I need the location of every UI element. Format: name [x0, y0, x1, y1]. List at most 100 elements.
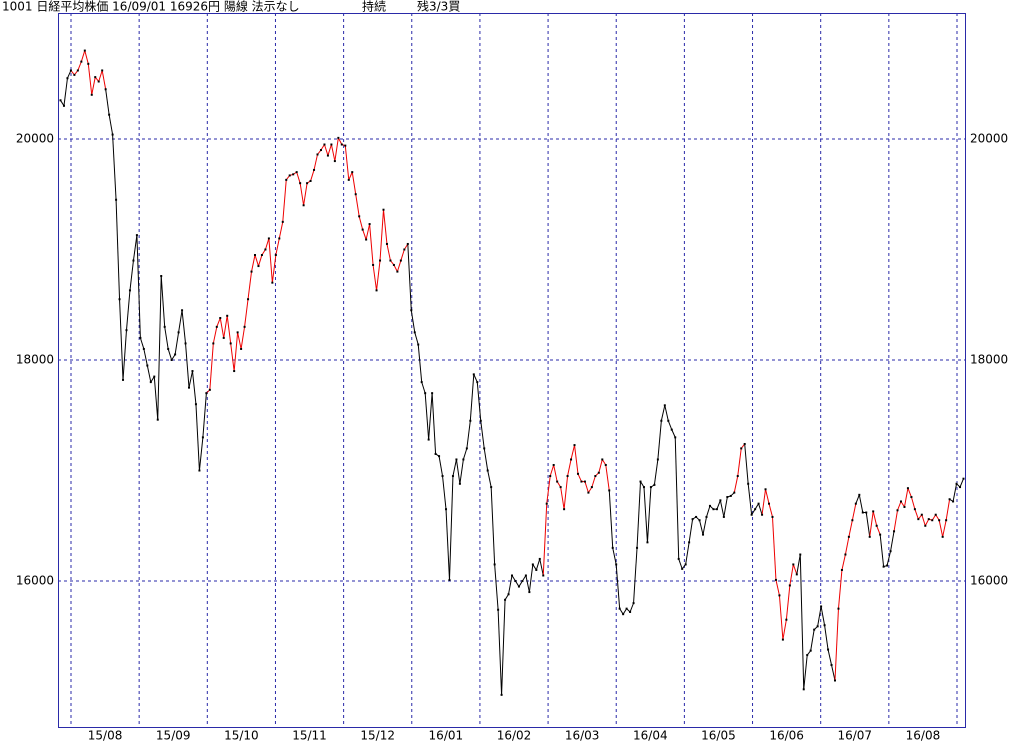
- data-point: [333, 160, 336, 163]
- line-segment: [268, 238, 273, 283]
- data-point: [135, 234, 138, 237]
- data-point: [392, 263, 395, 266]
- data-point: [104, 88, 107, 91]
- data-point: [115, 198, 118, 201]
- line-segment: [789, 564, 794, 586]
- y2-tick-label: 18000: [970, 353, 1008, 367]
- data-point: [118, 298, 121, 301]
- data-point: [264, 248, 267, 251]
- data-point: [781, 638, 784, 641]
- data-point: [639, 480, 642, 483]
- data-point: [712, 508, 715, 511]
- data-point: [163, 325, 166, 328]
- line-segment: [237, 332, 242, 350]
- data-point: [656, 458, 659, 461]
- x-tick-label: 16/04: [633, 729, 668, 743]
- data-point: [820, 605, 823, 608]
- line-segment: [494, 564, 499, 610]
- data-point: [667, 419, 670, 422]
- data-point: [438, 455, 441, 458]
- line-segment: [775, 579, 780, 596]
- line-segment: [466, 420, 471, 449]
- line-segment: [431, 393, 437, 454]
- line-segment: [167, 348, 173, 361]
- line-segment: [459, 459, 464, 484]
- line-segment: [633, 547, 638, 604]
- line-segment: [296, 171, 301, 184]
- line-segment: [365, 223, 371, 240]
- line-segment: [108, 114, 114, 135]
- data-point: [271, 281, 274, 284]
- line-segment: [303, 183, 308, 206]
- data-point: [833, 679, 836, 682]
- line-segment: [299, 183, 305, 206]
- line-segment: [129, 260, 134, 291]
- line-segment: [872, 511, 878, 526]
- x-tick-label: 15/10: [224, 729, 259, 743]
- line-segment: [91, 76, 96, 95]
- line-segment: [584, 481, 589, 493]
- line-segment: [876, 525, 881, 535]
- data-point: [326, 154, 329, 157]
- data-point: [858, 493, 861, 496]
- data-point: [62, 104, 65, 107]
- line-segment: [903, 488, 909, 508]
- data-point: [663, 404, 666, 407]
- data-point: [424, 392, 427, 395]
- data-point: [896, 509, 899, 512]
- line-segment: [202, 393, 207, 438]
- y-tick-label: 18000: [16, 353, 54, 367]
- data-point: [222, 336, 225, 339]
- data-point: [660, 419, 663, 422]
- line-segment: [539, 558, 544, 576]
- line-segment: [653, 459, 659, 485]
- data-point: [94, 76, 97, 79]
- data-point: [788, 584, 791, 587]
- line-segment: [223, 315, 228, 338]
- line-segment: [921, 514, 926, 526]
- data-point: [844, 553, 847, 556]
- data-point: [299, 182, 302, 185]
- line-segment: [334, 137, 339, 162]
- line-segment: [827, 649, 833, 666]
- data-point: [910, 496, 913, 499]
- line-segment: [942, 520, 947, 537]
- data-point: [698, 519, 701, 522]
- line-segment: [455, 459, 461, 484]
- line-segment: [271, 254, 277, 283]
- data-point: [101, 69, 104, 72]
- line-segment: [612, 547, 617, 565]
- line-segment: [181, 310, 187, 344]
- line-segment: [251, 254, 256, 272]
- line-segment: [348, 171, 353, 181]
- data-point: [854, 502, 857, 505]
- x-tick-label: 15/11: [292, 729, 327, 743]
- data-point: [938, 519, 941, 522]
- line-segment: [98, 70, 103, 82]
- line-segment: [837, 569, 843, 609]
- data-point: [490, 486, 493, 489]
- line-segment: [598, 459, 603, 473]
- line-segment: [615, 564, 621, 609]
- data-point: [580, 480, 583, 483]
- data-point: [934, 513, 937, 516]
- data-point: [483, 447, 486, 450]
- data-point: [198, 469, 201, 472]
- data-point: [722, 515, 725, 518]
- line-segment: [362, 229, 367, 240]
- data-point: [226, 314, 229, 317]
- data-point: [583, 480, 586, 483]
- data-point: [354, 193, 357, 196]
- data-point: [601, 458, 604, 461]
- line-segment: [369, 224, 374, 266]
- line-segment: [143, 348, 148, 366]
- line-segment: [831, 664, 836, 681]
- line-segment: [372, 264, 378, 291]
- line-segment: [476, 382, 482, 421]
- line-segment: [310, 169, 315, 182]
- line-segment: [226, 315, 232, 344]
- data-point: [385, 242, 388, 245]
- data-point: [361, 228, 364, 231]
- line-segment: [112, 134, 117, 200]
- data-point: [695, 515, 698, 518]
